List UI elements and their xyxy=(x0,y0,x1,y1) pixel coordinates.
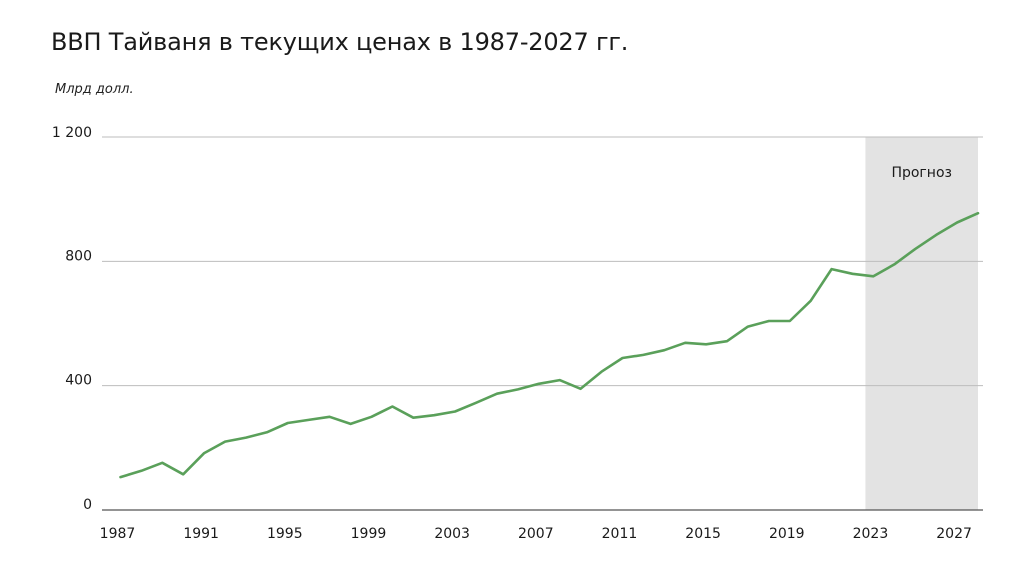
y-tick-label: 400 xyxy=(65,373,92,389)
x-tick-label: 2027 xyxy=(936,526,972,542)
forecast-label: Прогноз xyxy=(891,165,952,181)
forecast-band xyxy=(865,137,978,510)
x-tick-label: 1995 xyxy=(267,526,303,542)
y-tick-label: 0 xyxy=(83,497,92,513)
y-tick-label: 1 200 xyxy=(52,125,92,141)
gdp-series-line xyxy=(119,211,980,479)
x-tick-label: 1991 xyxy=(183,526,219,542)
x-tick-label: 2015 xyxy=(685,526,721,542)
y-axis-unit-label: Млрд долл. xyxy=(55,82,134,97)
y-tick-label: 800 xyxy=(65,248,92,264)
x-tick-label: 2019 xyxy=(769,526,805,542)
x-tick-label: 1987 xyxy=(100,526,136,542)
x-tick-label: 2011 xyxy=(602,526,638,542)
x-tick-label: 2003 xyxy=(434,526,470,542)
x-tick-label: 1999 xyxy=(351,526,387,542)
chart-title: ВВП Тайваня в текущих ценах в 1987-2027 … xyxy=(51,28,629,56)
x-tick-label: 2007 xyxy=(518,526,554,542)
x-tick-label: 2023 xyxy=(853,526,889,542)
